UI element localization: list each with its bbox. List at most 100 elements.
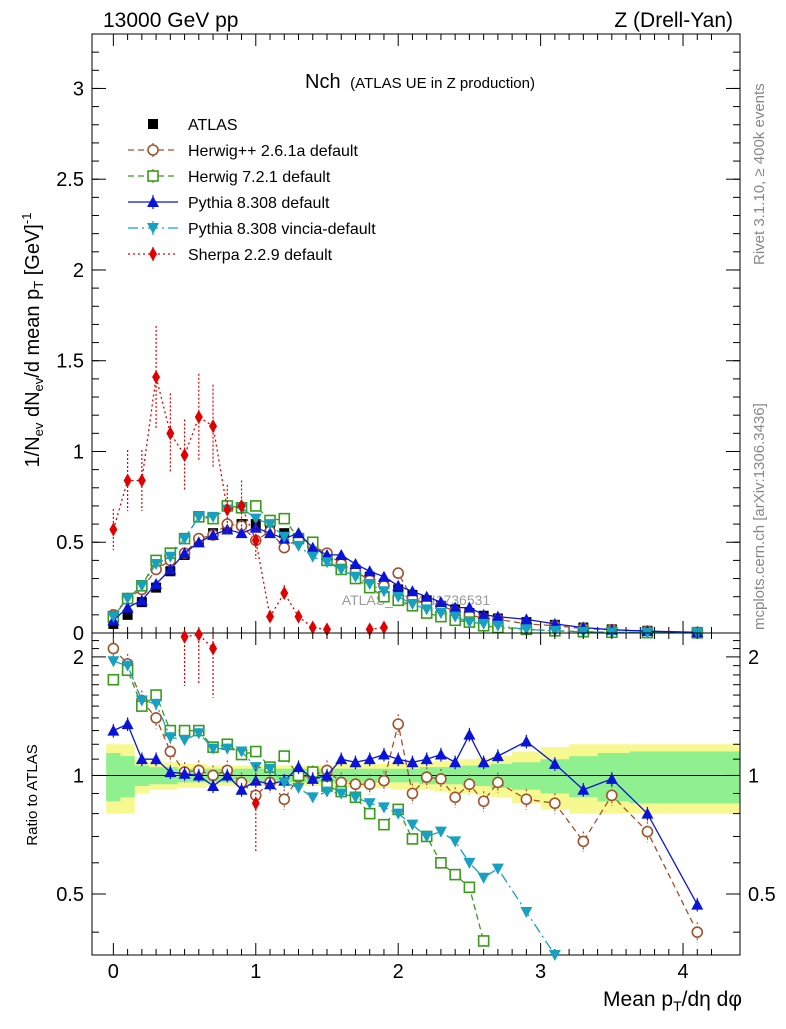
pythia-point xyxy=(491,610,504,622)
legend-marker xyxy=(149,247,157,261)
sherpa-point xyxy=(379,620,388,635)
vincia-point xyxy=(306,551,319,563)
ratio-ytick-label: 2 xyxy=(73,647,84,669)
ratio-pythia-point xyxy=(463,728,476,740)
ratio-vincia-point xyxy=(434,826,447,838)
vincia-point xyxy=(335,564,348,576)
vincia-point xyxy=(207,511,220,523)
main-ytick-label: 2 xyxy=(73,260,84,282)
ratio-vincia-point xyxy=(264,763,277,775)
ratio-pythia-point xyxy=(249,774,262,786)
pythia-point xyxy=(207,528,220,540)
ratio-ytick-label: 0.5 xyxy=(56,884,84,906)
legend-item-sherpa: Sherpa 2.2.9 default xyxy=(128,247,333,264)
vincia-point xyxy=(192,511,205,523)
sherpa-point xyxy=(266,609,275,624)
ratio-pythia-point xyxy=(605,772,618,784)
ratio-vincia-point xyxy=(207,743,220,755)
ratio-vincia-point xyxy=(520,907,533,919)
ratio-herwig72-point xyxy=(363,807,376,820)
ratio-vincia-point xyxy=(449,836,462,848)
herwig26-point xyxy=(392,567,404,579)
plot-title: Nch (ATLAS UE in Z production) xyxy=(305,71,535,93)
ratio-herwig72-point xyxy=(449,868,461,881)
vincia-point xyxy=(577,626,590,638)
ratio-herwig26-point xyxy=(492,776,504,789)
ratio-vincia-point xyxy=(292,782,305,794)
ratio-vincia-point xyxy=(320,786,333,798)
ratio-herwig26-line xyxy=(112,648,698,933)
pythia-point xyxy=(235,527,248,539)
ratio-pythia-point xyxy=(449,756,462,768)
ratio-ytick-label-right: 1 xyxy=(748,765,759,787)
ratio-pythia-point xyxy=(164,766,177,778)
plot-title-sub: (ATLAS UE in Z production) xyxy=(350,75,535,92)
mcplots-label: mcplots.cern.ch [arXiv:1306.3436] xyxy=(751,403,768,630)
ratio-pythia-point xyxy=(641,807,654,819)
ratio-pythia-point xyxy=(306,772,319,784)
ratio-vincia-point xyxy=(363,798,376,810)
vincia-point xyxy=(264,519,277,531)
pythia-point xyxy=(306,541,319,553)
vincia-point xyxy=(449,611,462,623)
legend-marker xyxy=(147,223,159,234)
ratio-vincia-point xyxy=(306,792,319,804)
sherpa-point xyxy=(152,370,161,385)
ratio-ytick-label: 1 xyxy=(73,765,84,787)
ratio-pythia-point xyxy=(406,756,419,768)
vincia-point xyxy=(135,580,148,592)
legend-marker xyxy=(147,170,159,182)
legend-marker xyxy=(147,196,159,207)
ratio-pythia-point xyxy=(363,753,376,765)
ratio-pythia-point xyxy=(264,778,277,790)
main-ytick-label: 0 xyxy=(73,623,84,645)
sherpa-point xyxy=(223,502,232,517)
pythia-point xyxy=(477,608,490,620)
ratio-pythia-point xyxy=(207,780,220,792)
ratio-herwig26-point xyxy=(435,773,447,785)
pythia-point xyxy=(335,548,348,560)
ratio-pythia-point xyxy=(320,769,333,781)
ratio-pythia-point xyxy=(178,767,191,779)
header-left: 13000 GeV pp xyxy=(103,9,238,32)
ratio-herwig26-point xyxy=(207,769,219,782)
herwig72-point xyxy=(249,500,262,512)
ratio-frame xyxy=(91,632,741,956)
herwig72-point xyxy=(278,512,291,525)
main-plot: 00.511.522.53ATLAS_2014_I1736531 xyxy=(56,33,741,645)
ratio-herwig26-point xyxy=(549,797,561,810)
legend-item-pythia: Pythia 8.308 default xyxy=(128,195,330,212)
legend-label: Herwig++ 2.6.1a default xyxy=(188,143,358,160)
pythia-point xyxy=(406,585,419,597)
ratio-pythia-point xyxy=(121,718,134,730)
ratio-pythia-point xyxy=(235,783,248,795)
sherpa-point xyxy=(123,473,132,488)
pythia-point xyxy=(463,601,476,613)
legend-label: Pythia 8.308 default xyxy=(188,195,330,212)
legend-item-atlas: ATLAS xyxy=(148,117,238,134)
ratio-herwig26-point xyxy=(449,791,461,804)
ratio-herwig26-point xyxy=(150,712,162,724)
ratio-pythia-point xyxy=(377,748,390,760)
x-tick-label: 0 xyxy=(108,961,119,983)
ratio-pythia-point xyxy=(548,757,561,769)
legend-label: ATLAS xyxy=(188,117,238,134)
ratio-vincia-point xyxy=(135,695,148,707)
sherpa-line xyxy=(112,376,385,631)
ratio-herwig26-point xyxy=(164,745,177,758)
ratio-herwig72-point xyxy=(477,935,490,947)
pythia-line xyxy=(112,527,698,633)
ratio-herwig26-point xyxy=(477,795,490,808)
ratio-herwig26-point xyxy=(463,778,476,791)
sherpa-point xyxy=(166,426,175,441)
ratio-pythia-point xyxy=(192,769,205,781)
ratio-plot: 0.5 1 2 0.5 1 2 0 1 2 3 4 xyxy=(56,627,776,983)
ratio-vincia-point xyxy=(420,831,433,843)
pythia-point xyxy=(121,601,134,613)
vincia-point xyxy=(164,551,177,563)
vincia-point xyxy=(178,533,191,545)
plot-title-main: Nch xyxy=(305,71,341,93)
legend-item-herwig72: Herwig 7.2.1 default xyxy=(128,169,331,186)
